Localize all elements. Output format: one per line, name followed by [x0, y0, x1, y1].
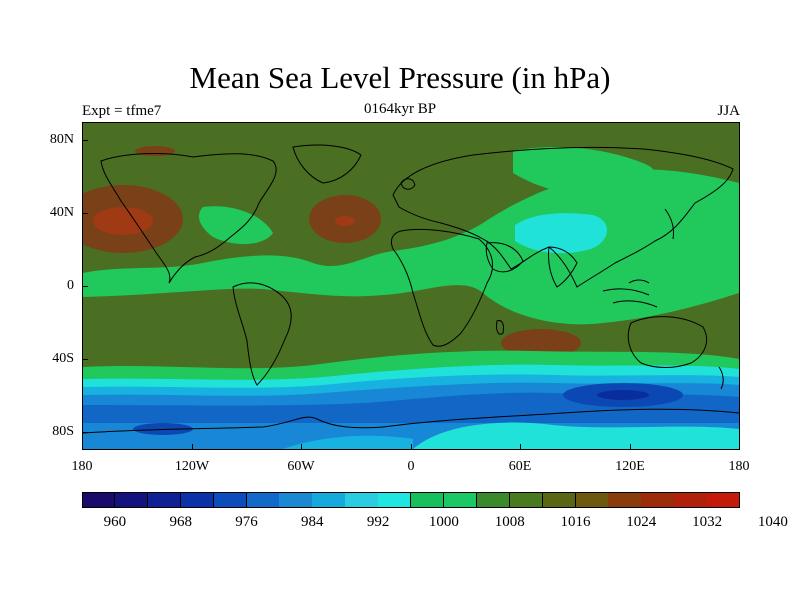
field-deep-low-south-core: [597, 390, 649, 400]
coast-se-asia-islands: [602, 279, 658, 308]
xtick-mark: [411, 444, 412, 450]
pressure-map-svg: [83, 123, 739, 449]
xtick-label: 60E: [508, 459, 532, 474]
colorbar-swatch: [147, 492, 182, 508]
colorbar-swatch: [476, 492, 511, 508]
coast-australia: [627, 316, 707, 368]
ytick-label: 40S: [52, 351, 74, 366]
coast-south-america: [232, 282, 292, 386]
colorbar-label: 1016: [560, 514, 591, 530]
xtick-mark: [739, 444, 740, 450]
colorbar-label: 960: [103, 514, 127, 530]
colorbar-label: 1032: [692, 514, 723, 530]
colorbar-swatch: [378, 492, 412, 508]
colorbar-swatch: [608, 492, 642, 508]
coast-madagascar: [496, 320, 504, 335]
coast-africa: [390, 228, 494, 347]
ytick-label: 80N: [49, 132, 74, 147]
field-high-indian-ocean: [501, 329, 581, 357]
colorbar-frame: [82, 492, 740, 508]
colorbar-label: 1000: [428, 514, 459, 530]
coast-north-america: [100, 153, 277, 284]
ytick-mark-80n: [82, 140, 88, 141]
xtick-label: 120W: [174, 459, 210, 474]
coast-eurasia: [392, 146, 734, 288]
ytick-mark-40n: [82, 213, 88, 214]
colorbar-swatch: [180, 492, 215, 508]
colorbar-swatch: [641, 492, 675, 508]
colorbar-label: 1008: [494, 514, 525, 530]
coast-antarctica: [83, 408, 739, 434]
chart-subtitle: 0164kyr BP: [363, 101, 437, 117]
colorbar-swatch: [509, 492, 544, 508]
field-cyan-asia: [515, 213, 608, 254]
field-high-north-pacific-core: [93, 207, 153, 235]
pressure-map: [82, 122, 740, 450]
xtick-mark: [520, 444, 521, 450]
colorbar-swatch: [279, 492, 313, 508]
xtick-mark: [192, 444, 193, 450]
field-deep-low-south-west: [133, 423, 193, 435]
xtick-mark: [630, 444, 631, 450]
coast-japan: [664, 208, 674, 240]
xtick-mark: [82, 444, 83, 450]
xtick-label: 0: [407, 459, 415, 474]
colorbar-label: 976: [235, 514, 258, 530]
ytick-mark-0: [82, 286, 88, 287]
ytick-label: 80S: [52, 424, 74, 439]
coast-arabia: [485, 242, 524, 273]
coast-new-zealand: [718, 366, 724, 390]
colorbar-swatch: [542, 492, 576, 508]
field-low-green-north: [513, 147, 656, 196]
field-antarctic-cyan: [413, 422, 739, 449]
xtick-label: 120E: [615, 459, 645, 474]
chart-title: Mean Sea Level Pressure (in hPa): [189, 60, 611, 95]
colorbar-swatch: [82, 492, 116, 508]
colorbar-swatch: [443, 492, 478, 508]
field-high-arctic: [135, 146, 175, 156]
colorbar-swatch: [114, 492, 149, 508]
ytick-label: 40N: [49, 205, 74, 220]
field-low-green-band: [83, 169, 739, 325]
field-high-north-atlantic-core: [335, 216, 355, 226]
colorbar-swatch: [312, 492, 346, 508]
colorbar-swatch: [575, 492, 609, 508]
xtick-label: 180: [71, 459, 93, 474]
colorbar-label: 968: [169, 514, 192, 530]
colorbar-label: 1040: [757, 514, 788, 530]
coast-greenland: [292, 144, 362, 184]
coastlines: [83, 144, 739, 434]
colorbar-swatch: [411, 492, 445, 508]
experiment-label: Expt = tfme7: [82, 103, 162, 119]
xtick-label: 180: [728, 459, 750, 474]
field-low-green-atlantic: [198, 206, 273, 245]
colorbar-swatch: [674, 492, 708, 508]
xtick-mark: [301, 444, 302, 450]
colorbar-label: 984: [301, 514, 324, 530]
ytick-mark-40s: [82, 359, 88, 360]
ytick-label: 0: [67, 278, 74, 293]
coast-india: [548, 246, 578, 288]
xtick-label: 60W: [287, 459, 315, 474]
season-label: JJA: [717, 103, 740, 119]
field-antarctic-light-blue: [283, 435, 413, 449]
coast-british-isles: [400, 178, 416, 190]
colorbar-swatch: [213, 492, 247, 508]
ytick-mark-80s: [82, 432, 88, 433]
colorbar-swatch: [246, 492, 280, 508]
colorbar-swatch: [345, 492, 379, 508]
colorbar-label: 992: [366, 514, 390, 530]
colorbar-label: 1024: [626, 514, 657, 530]
